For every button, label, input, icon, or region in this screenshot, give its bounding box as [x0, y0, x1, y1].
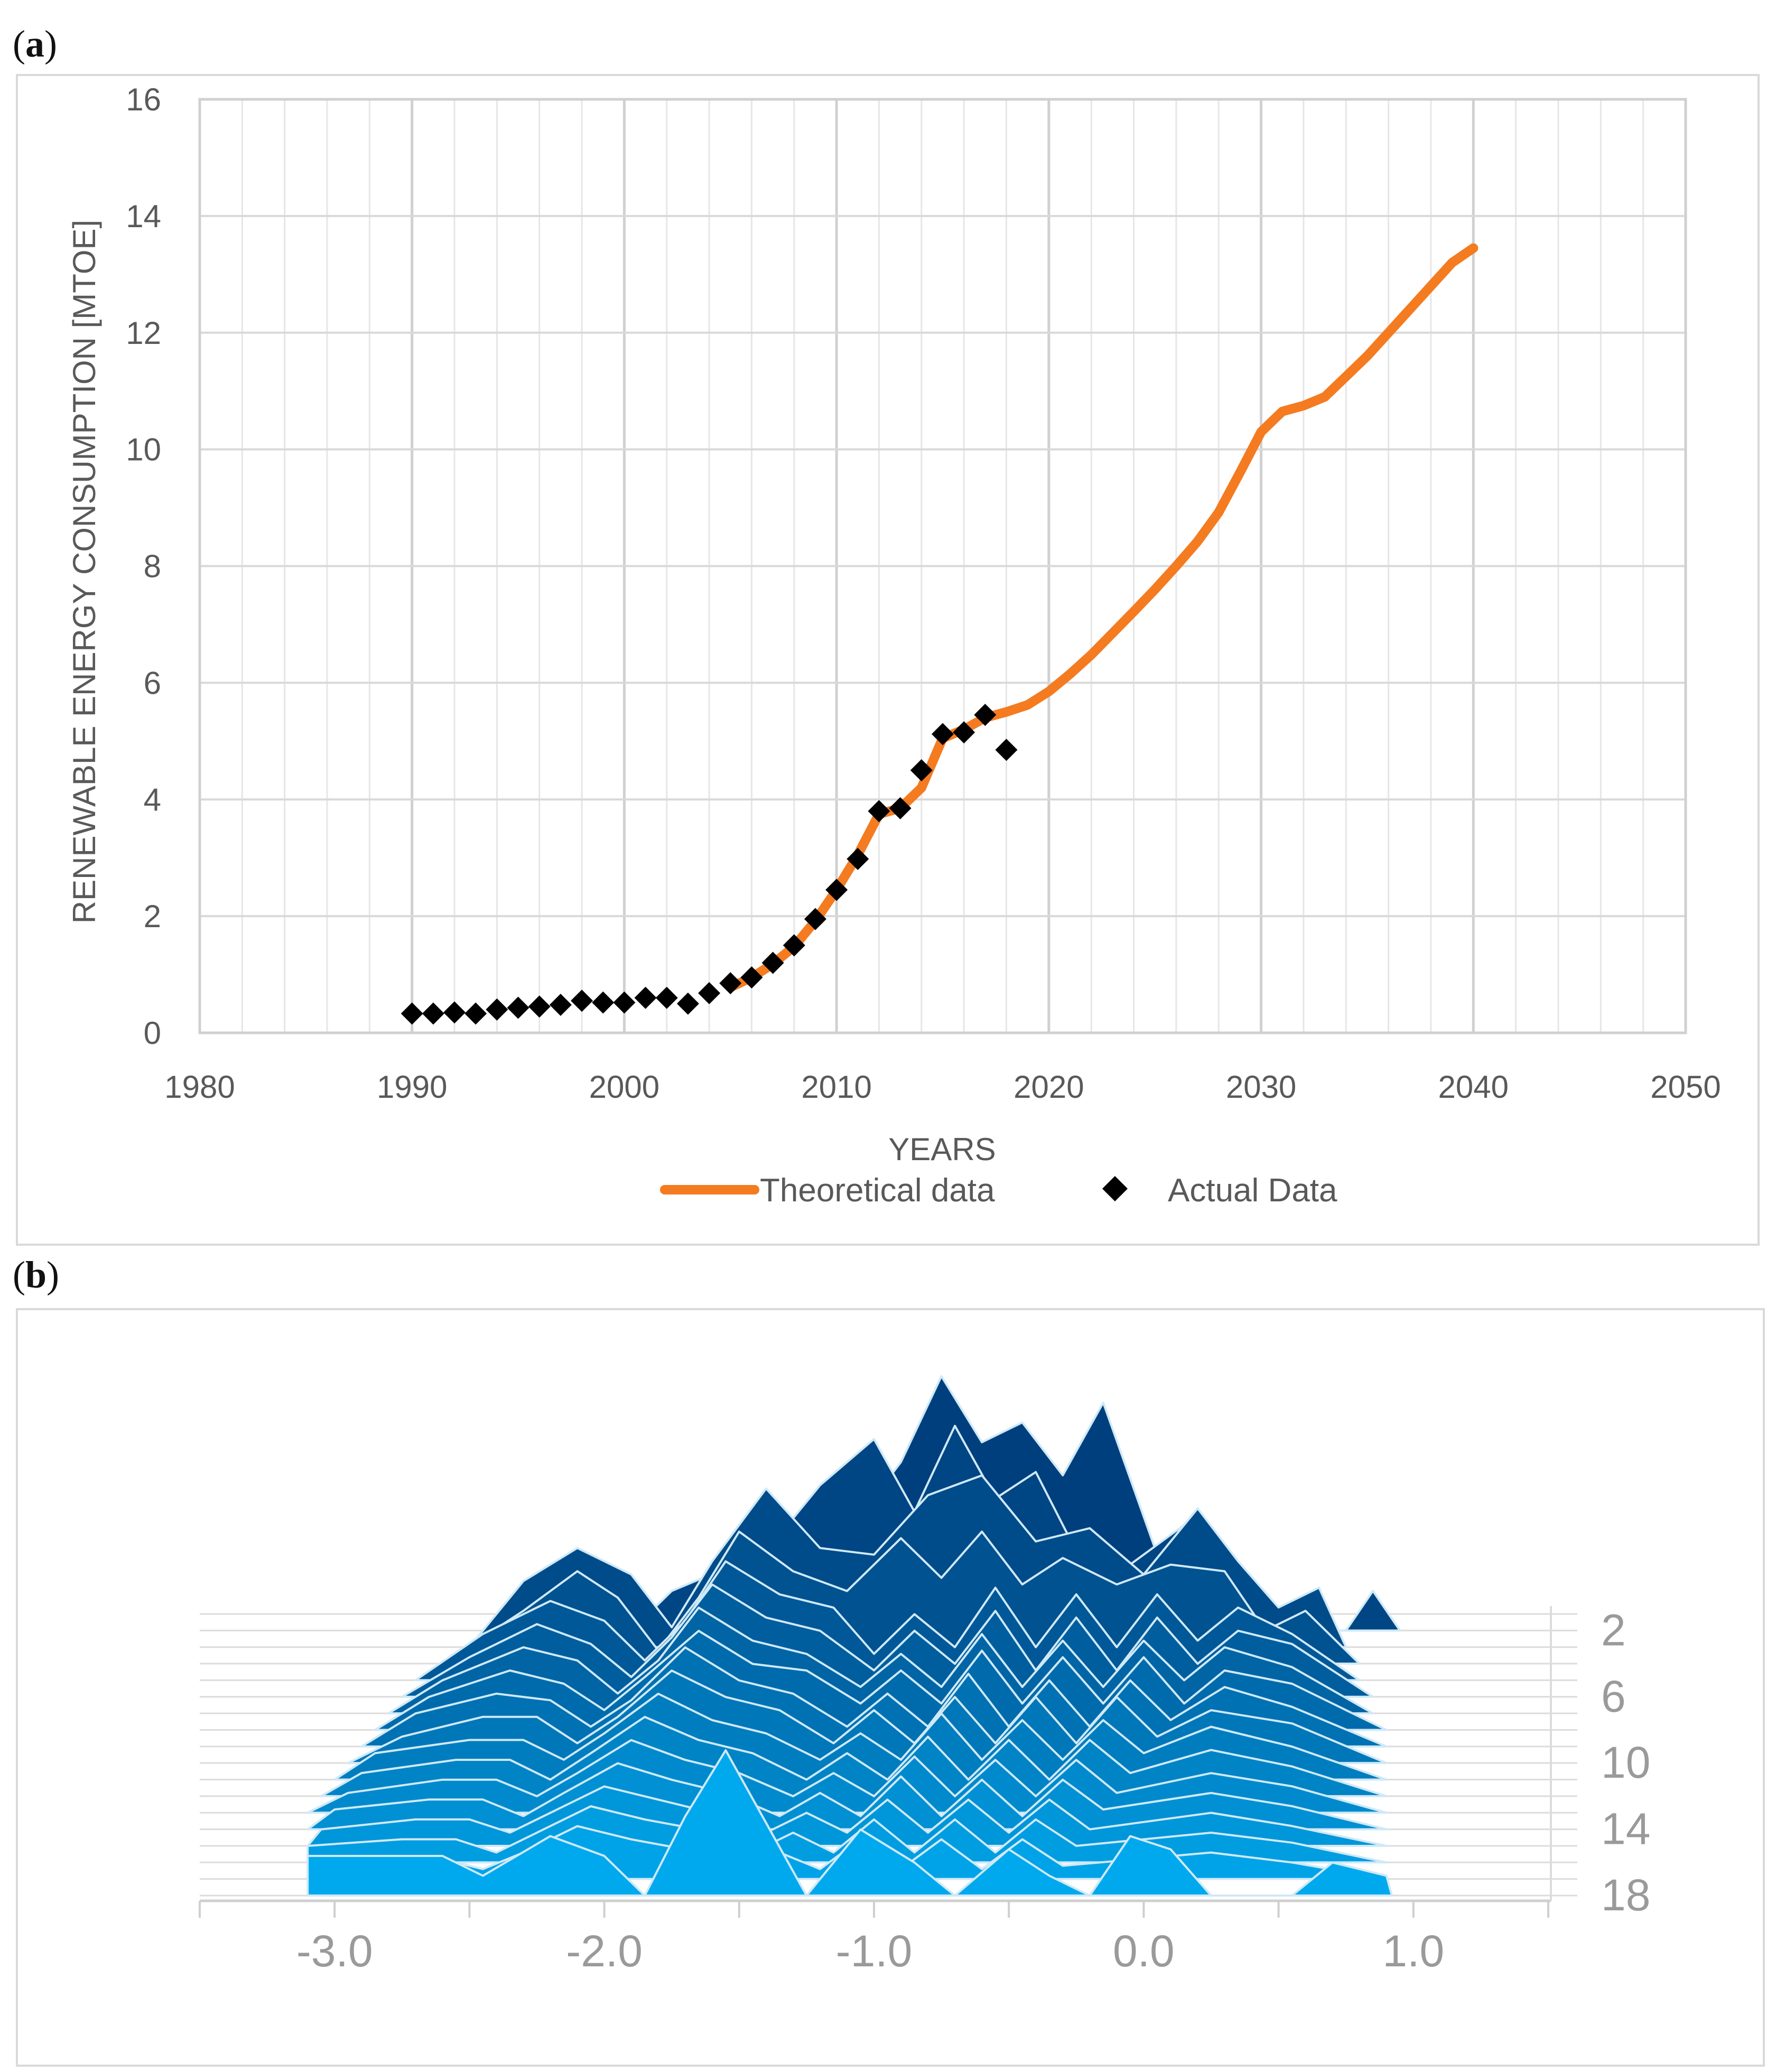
data-point-actual — [995, 739, 1018, 761]
x-tick-label: 2050 — [1650, 1069, 1721, 1105]
data-point-actual — [401, 1002, 423, 1025]
panel-label-b: (b) — [13, 1254, 60, 1296]
x-tick-label: 2010 — [801, 1069, 871, 1105]
data-point-actual — [655, 986, 678, 1009]
chart-b-depth-tick-labels: 2 6 10 14 18 — [1601, 1605, 1650, 1920]
data-point-actual — [889, 797, 912, 819]
legend-label-actual: Actual Data — [1168, 1172, 1337, 1209]
chart-a-legend: Theoretical data Actual Data — [660, 1172, 1337, 1209]
data-point-actual — [910, 759, 933, 782]
chart-b-x-tick-labels: -3.0 -2.0 -1.0 0.0 1.0 — [296, 1926, 1444, 1976]
data-point-actual — [953, 721, 975, 744]
data-point-actual — [592, 991, 615, 1014]
x-tick-label: 0.0 — [1113, 1926, 1175, 1976]
x-tick-label: -1.0 — [836, 1926, 913, 1976]
chart-b-ridges — [306, 1375, 1401, 1897]
x-tick-label: 2030 — [1226, 1069, 1296, 1105]
x-tick-label: 2040 — [1438, 1069, 1509, 1105]
y-tick-label: 10 — [126, 432, 161, 468]
data-point-actual — [825, 879, 848, 901]
y-tick-label: 0 — [144, 1015, 161, 1051]
data-point-actual — [740, 966, 763, 989]
depth-tick-label: 18 — [1601, 1870, 1650, 1920]
data-point-actual — [974, 704, 997, 726]
x-tick-label: -3.0 — [296, 1926, 373, 1976]
data-point-actual — [571, 990, 593, 1012]
ridge-area — [306, 1749, 1393, 1897]
data-point-actual — [528, 995, 551, 1018]
chart-a-y-tick-labels: 0 2 4 6 8 10 12 14 16 — [126, 82, 161, 1051]
x-tick-label: 1980 — [164, 1069, 235, 1105]
chart-a-axes — [198, 98, 1687, 1034]
data-point-actual — [464, 1002, 487, 1025]
legend-label-theoretical: Theoretical data — [760, 1172, 995, 1209]
data-point-actual — [804, 908, 826, 930]
depth-tick-label: 2 — [1601, 1605, 1626, 1655]
y-tick-label: 6 — [144, 665, 161, 701]
data-point-actual — [761, 951, 784, 974]
data-point-actual — [507, 996, 529, 1019]
chart-a-y-axis-title: RENEWABLE ENERGY CONSUMPTION [MTOE] — [67, 220, 102, 923]
depth-tick-label: 14 — [1601, 1804, 1650, 1854]
legend-marker-actual — [1102, 1176, 1128, 1201]
y-tick-label: 2 — [144, 899, 161, 934]
ridge-area — [414, 1560, 1361, 1682]
data-point-actual — [634, 986, 657, 1009]
data-point-actual — [486, 998, 508, 1021]
x-tick-label: 1990 — [377, 1069, 447, 1105]
panel-label-a: (a) — [13, 23, 57, 65]
data-point-actual — [443, 1001, 466, 1024]
x-tick-label: 2020 — [1013, 1069, 1084, 1105]
data-point-actual — [676, 992, 699, 1015]
data-point-actual — [847, 847, 869, 870]
data-point-actual — [422, 1002, 444, 1025]
chart-a-x-tick-labels: 1980 1990 2000 2010 2020 2030 2040 2050 — [164, 1069, 1721, 1105]
chart-a-x-axis-title: YEARS — [888, 1132, 996, 1167]
chart-a: 1980 1990 2000 2010 2020 2030 2040 2050 0 2 4 6 8 10… — [67, 82, 1721, 1209]
y-tick-label: 12 — [126, 315, 161, 351]
y-tick-label: 4 — [144, 782, 161, 817]
y-tick-label: 8 — [144, 549, 161, 584]
chart-a-frame — [16, 74, 1760, 1246]
x-tick-label: 2000 — [589, 1069, 659, 1105]
data-point-actual — [783, 934, 805, 957]
depth-tick-label: 6 — [1601, 1672, 1626, 1721]
chart-a-grid — [198, 98, 1687, 1034]
plot-area-border — [198, 98, 1687, 1034]
chart-a-series — [401, 243, 1479, 1025]
data-point-actual — [698, 982, 721, 1004]
y-tick-label: 16 — [126, 82, 161, 117]
chart-b-x-axis — [199, 1606, 1552, 1918]
data-point-actual — [932, 723, 954, 745]
data-point-actual — [613, 991, 636, 1014]
depth-tick-label: 10 — [1601, 1738, 1650, 1787]
data-point-actual — [719, 972, 742, 995]
y-tick-label: 14 — [126, 199, 161, 234]
x-tick-label: 1.0 — [1382, 1926, 1444, 1976]
data-point-actual — [868, 800, 890, 823]
x-tick-label: -2.0 — [566, 1926, 643, 1976]
data-point-actual — [549, 993, 572, 1016]
